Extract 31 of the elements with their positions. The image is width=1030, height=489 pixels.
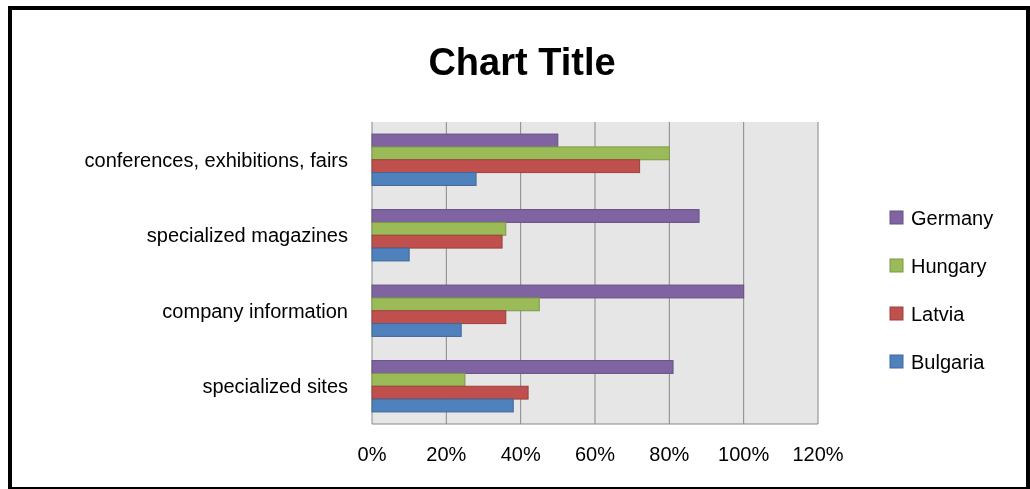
legend-label: Bulgaria — [911, 351, 986, 373]
y-tick-label: company information — [162, 299, 348, 322]
legend-label: Germany — [911, 207, 994, 229]
bar — [371, 284, 745, 299]
bar — [371, 247, 410, 262]
bar — [371, 234, 503, 249]
bar — [371, 398, 514, 413]
bar — [371, 323, 462, 337]
y-tick-label: conferences, exhibitions, fairs — [84, 148, 348, 171]
x-tick-label: 20% — [426, 443, 467, 465]
bar — [371, 372, 466, 387]
legend-label: Hungary — [911, 255, 987, 277]
x-tick-label: 80% — [649, 443, 690, 465]
bar — [371, 172, 477, 186]
bar — [371, 310, 507, 325]
bar — [371, 297, 540, 312]
legend-label: Latvia — [911, 303, 966, 325]
x-tick-label: 100% — [718, 443, 770, 465]
x-tick-label: 60% — [574, 443, 616, 465]
y-tick-label: specialized sites — [202, 375, 348, 398]
bar — [371, 209, 700, 223]
chart-title: Chart Title — [428, 41, 616, 83]
bar — [371, 133, 559, 148]
x-tick-label: 120% — [792, 443, 844, 465]
bar — [371, 146, 670, 161]
bar — [371, 159, 641, 174]
bar — [371, 221, 507, 236]
x-tick-label: 0% — [357, 443, 387, 465]
y-tick-label: specialized magazines — [146, 224, 348, 247]
bar — [371, 360, 674, 374]
x-tick-label: 40% — [500, 443, 541, 465]
